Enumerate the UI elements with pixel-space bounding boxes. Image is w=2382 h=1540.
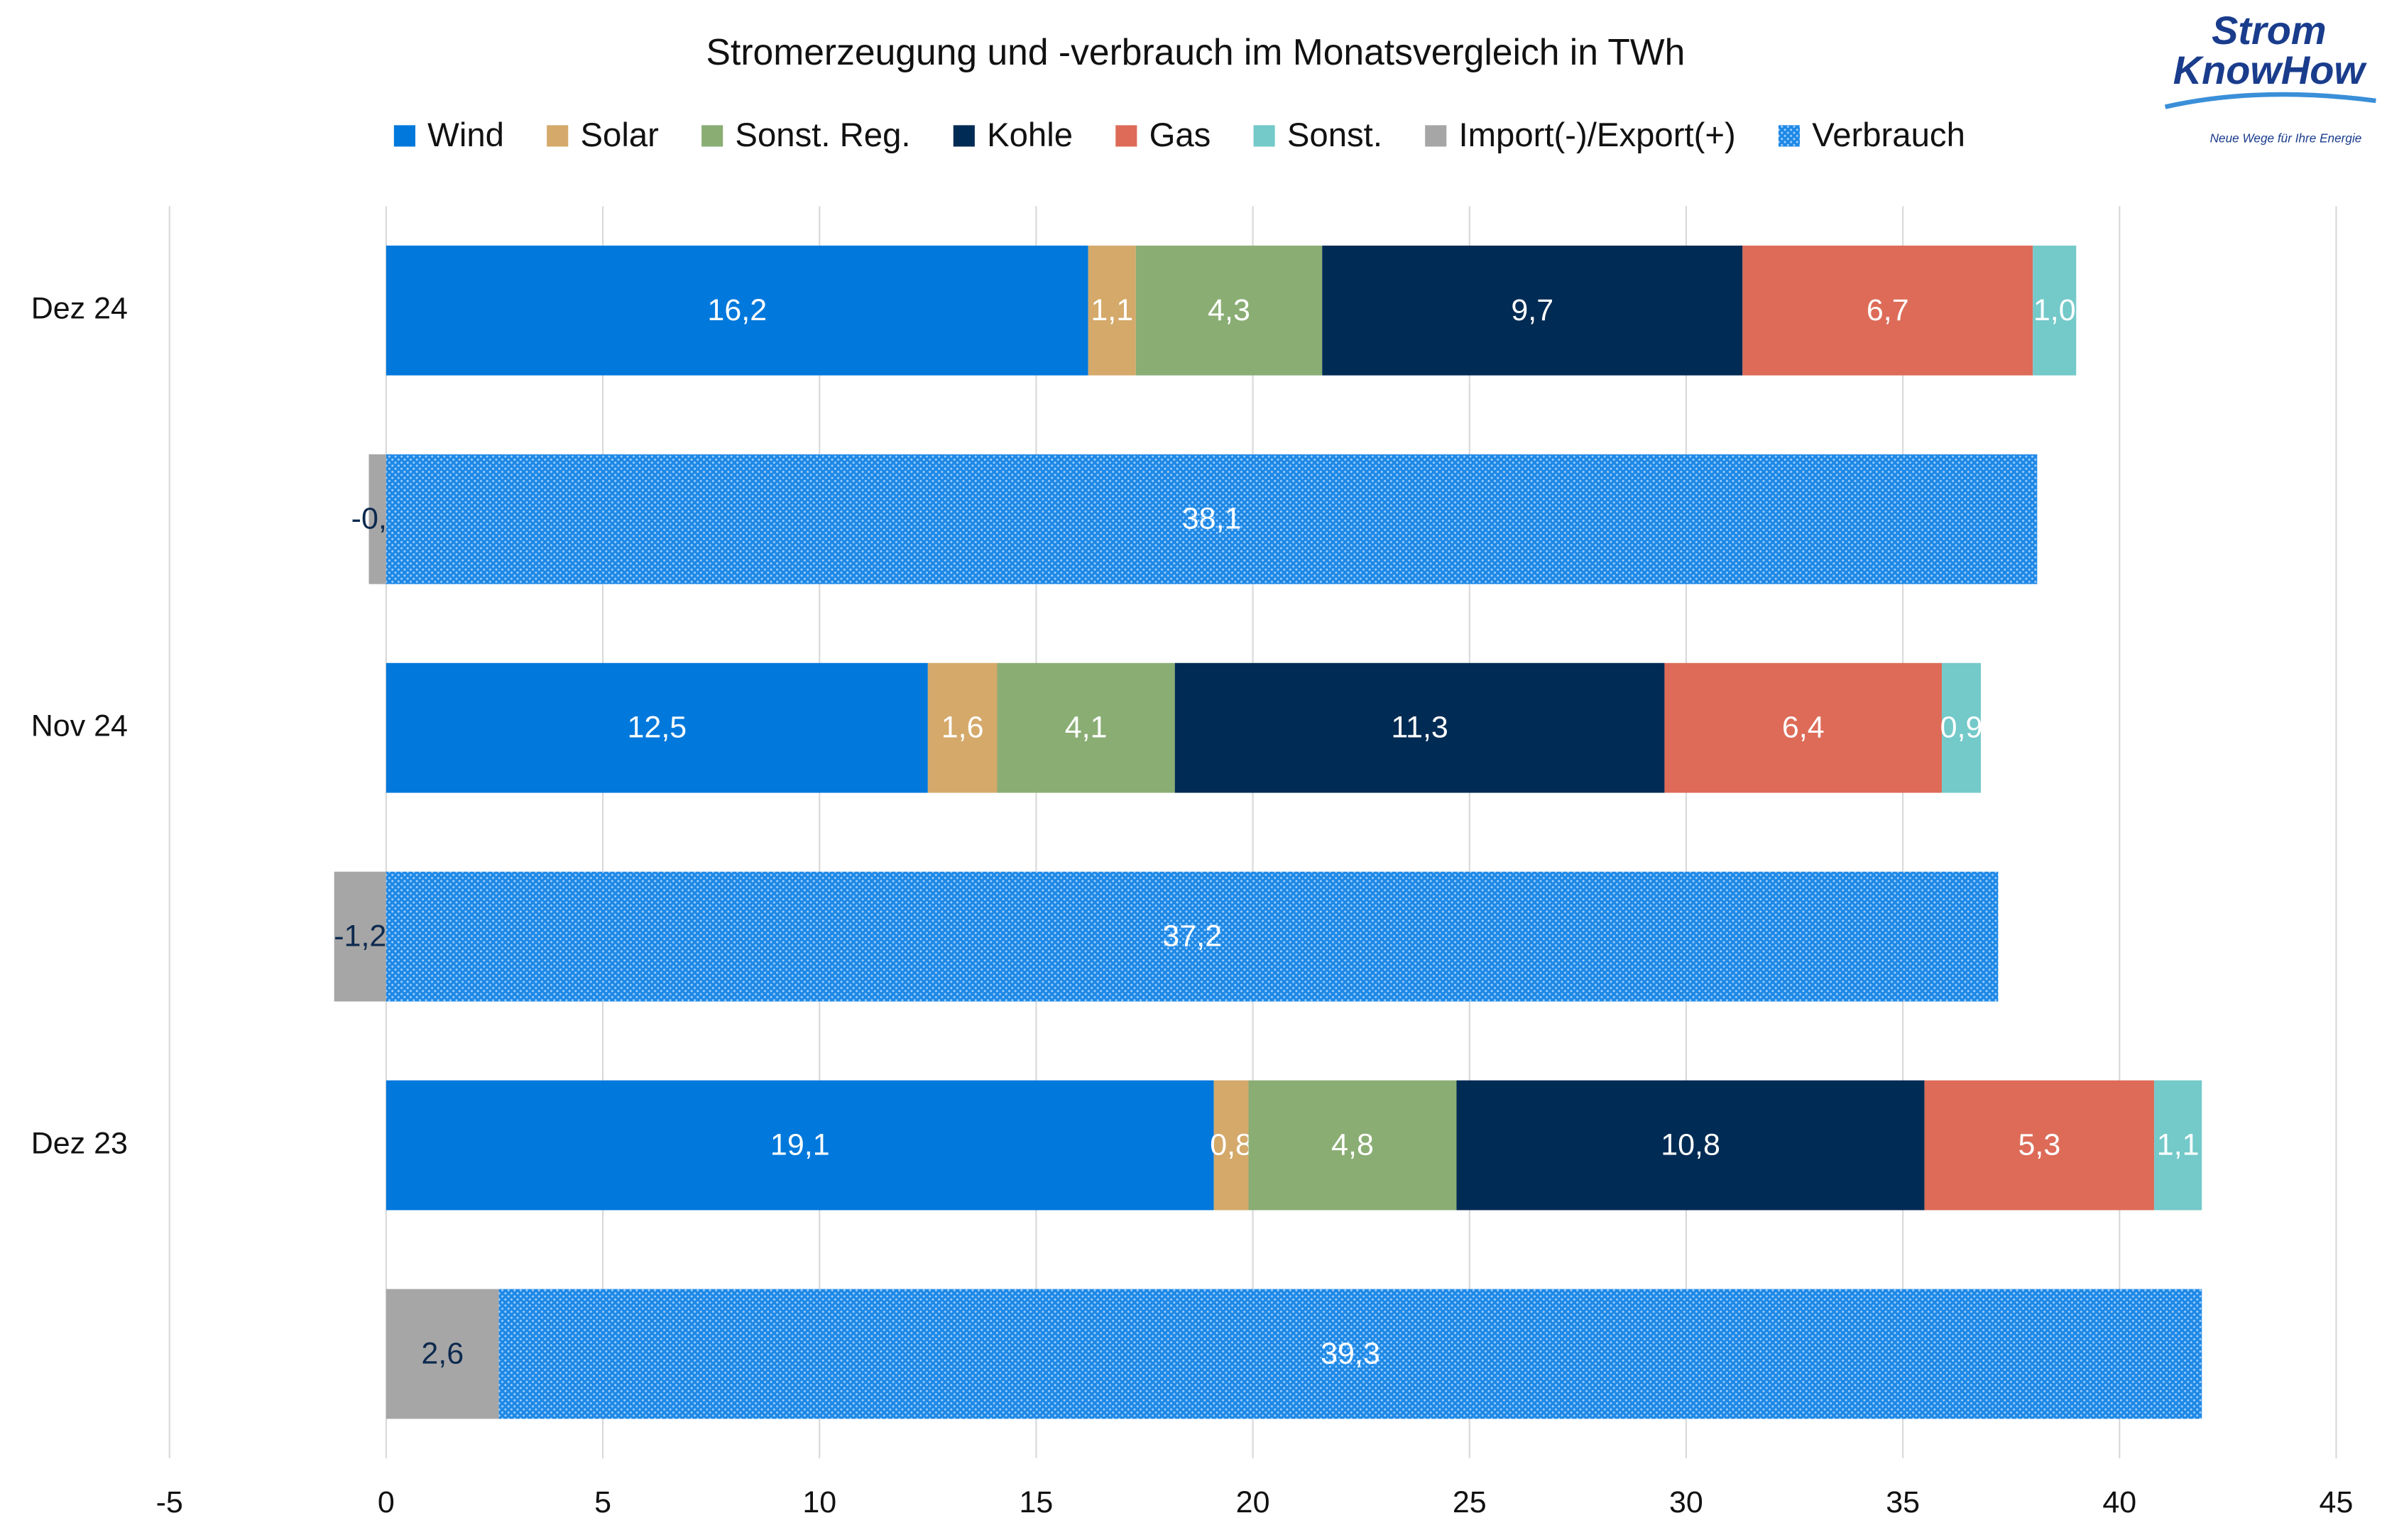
bar-segment — [997, 662, 1175, 793]
data-label: 38,1 — [1182, 502, 1242, 536]
bar-segment — [386, 454, 2038, 584]
x-tick-label: 30 — [1669, 1485, 1703, 1519]
legend-label: Verbrauch — [1812, 116, 1965, 154]
logo-wave — [2164, 92, 2376, 109]
legend-swatch — [1253, 125, 1275, 147]
legend-swatch — [547, 125, 569, 147]
bar-segment — [1664, 662, 1943, 793]
bar-segment — [1213, 1080, 1249, 1211]
data-label: 39,3 — [1321, 1336, 1380, 1370]
x-tick-label: -5 — [156, 1485, 183, 1519]
data-label: 1,1 — [1091, 293, 1133, 327]
logo-line1: Strom — [2212, 8, 2327, 53]
logo-line2: KnowHow — [2173, 48, 2368, 92]
bar-segment — [927, 662, 998, 793]
x-tick-label: 45 — [2320, 1485, 2354, 1519]
data-label: 0,9 — [1940, 711, 1983, 745]
y-tick-label: Nov 24 — [31, 709, 128, 743]
logo: Strom KnowHow Neue Wege für Ihre Energie — [2164, 8, 2376, 145]
legend-label: Sonst. — [1287, 116, 1382, 154]
data-label: 1,0 — [2033, 293, 2076, 327]
bar-segment — [386, 245, 1088, 376]
legend-swatch — [393, 125, 415, 147]
x-tick-label: 10 — [802, 1485, 836, 1519]
legend-label: Wind — [427, 116, 504, 154]
data-label: 0,8 — [1210, 1128, 1252, 1162]
x-tick-label: 0 — [378, 1485, 395, 1519]
x-tick-label: 35 — [1886, 1485, 1920, 1519]
data-label: 1,1 — [2157, 1128, 2200, 1162]
legend-label: Import(-)/Export(+) — [1458, 116, 1735, 154]
legend-label: Gas — [1149, 116, 1211, 154]
legend-swatch — [701, 125, 723, 147]
data-label: 1,6 — [941, 711, 984, 745]
bar-segment — [1942, 662, 1981, 793]
bar-segment — [386, 1289, 499, 1419]
data-label: 6,7 — [1867, 293, 1909, 327]
y-tick-label: Dez 24 — [31, 292, 128, 326]
data-label: 16,2 — [707, 293, 767, 327]
bar-segment — [386, 662, 928, 793]
bar-segment — [498, 1289, 2202, 1419]
bar-segment — [386, 871, 1999, 1002]
bar-segment — [1456, 1080, 1925, 1211]
data-label: 10,8 — [1661, 1128, 1720, 1162]
data-label: 6,4 — [1782, 711, 1825, 745]
legend-label: Solar — [580, 116, 658, 154]
bar-segment — [334, 871, 386, 1002]
legend-swatch — [953, 125, 975, 147]
data-label: 5,3 — [2018, 1128, 2060, 1162]
bar-segment — [1135, 245, 1323, 376]
bar-segment — [2033, 245, 2077, 376]
legend-label: Kohle — [987, 116, 1073, 154]
x-tick-label: 5 — [594, 1485, 611, 1519]
chart-title: Stromerzeugung und -verbrauch im Monatsv… — [706, 31, 1686, 72]
logo-tagline: Neue Wege für Ihre Energie — [2210, 131, 2362, 145]
legend-swatch — [1115, 125, 1137, 147]
data-label: 12,5 — [628, 711, 687, 745]
bar-segment — [2154, 1080, 2202, 1211]
x-tick-label: 15 — [1020, 1485, 1054, 1519]
x-tick-label: 20 — [1236, 1485, 1270, 1519]
x-tick-label: 25 — [1453, 1485, 1487, 1519]
bar-segment — [1924, 1080, 2155, 1211]
bar-segment — [1174, 662, 1665, 793]
data-label: 37,2 — [1162, 919, 1222, 954]
data-label: 4,3 — [1208, 293, 1250, 327]
data-label: 4,1 — [1065, 711, 1108, 745]
data-label: 4,8 — [1331, 1128, 1374, 1162]
bar-segment — [368, 454, 386, 584]
data-label: 9,7 — [1511, 293, 1553, 327]
x-tick-label: 40 — [2102, 1485, 2136, 1519]
bar-segment — [1742, 245, 2033, 376]
y-tick-label: Dez 23 — [31, 1126, 128, 1160]
data-label: 19,1 — [770, 1128, 830, 1162]
data-label: -1,2 — [334, 919, 386, 954]
bar-segment — [386, 1080, 1214, 1211]
bar-segment — [1322, 245, 1743, 376]
legend-swatch — [1778, 125, 1801, 147]
legend-swatch — [1425, 125, 1447, 147]
bar-segment — [1088, 245, 1136, 376]
bar-segment — [1248, 1080, 1457, 1211]
legend-label: Sonst. Reg. — [735, 116, 910, 154]
data-label: 2,6 — [421, 1336, 464, 1370]
data-label: 11,3 — [1391, 711, 1448, 745]
